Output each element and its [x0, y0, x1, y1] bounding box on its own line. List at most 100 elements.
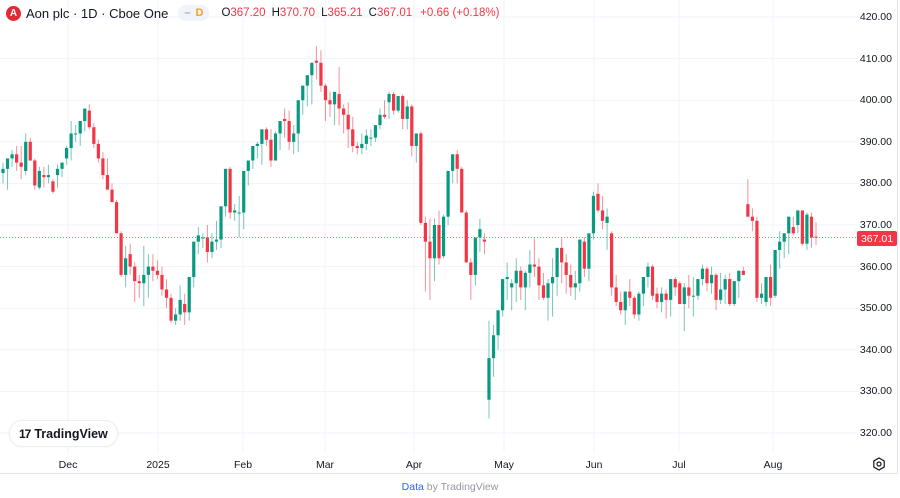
candle [541, 272, 546, 300]
candlestick-plot[interactable] [0, 0, 860, 474]
symbol-title[interactable]: Aon plc · 1D · Cboe One [26, 5, 169, 21]
candle [178, 285, 182, 321]
price-tick: 370.00 [859, 219, 892, 231]
candle [619, 291, 623, 315]
open-label: O [221, 7, 231, 19]
price-tick: 420.00 [859, 11, 892, 23]
candle [519, 266, 523, 300]
candle [782, 233, 786, 259]
candle [423, 216, 427, 292]
candle [623, 291, 627, 325]
candle [664, 289, 668, 319]
attribution-footer: Data by TradingView [0, 481, 900, 493]
candle [83, 108, 87, 132]
candle [92, 123, 96, 149]
candle [114, 200, 119, 234]
time-tick: 2025 [146, 459, 170, 471]
candle [33, 158, 37, 190]
candle [537, 258, 541, 300]
candle [451, 154, 455, 184]
candle [523, 270, 527, 311]
symbol-legend: A Aon plc · 1D · Cboe One – D O367.20 H3… [6, 4, 499, 22]
candle [473, 237, 477, 286]
candle [233, 204, 237, 221]
candle [560, 237, 564, 284]
candle [246, 160, 250, 186]
candle [569, 264, 573, 296]
candle [809, 212, 814, 248]
candle [201, 233, 205, 248]
candle [728, 272, 732, 307]
candle [346, 102, 350, 149]
candle [223, 168, 228, 217]
candle [260, 129, 264, 165]
price-tick: 400.00 [859, 94, 892, 106]
open-value: 367.20 [230, 7, 266, 19]
candle [55, 164, 60, 188]
candle [732, 281, 736, 307]
candle [478, 218, 482, 253]
candle [382, 100, 387, 119]
tradingview-logo[interactable]: 17 TradingView [9, 420, 118, 447]
candle [205, 225, 209, 263]
candle [15, 145, 19, 171]
candle [555, 247, 559, 296]
price-change: +0.66 (+0.18%) [420, 7, 500, 19]
candle [169, 293, 173, 323]
candle [292, 125, 296, 155]
candle [142, 245, 146, 307]
price-tick: 350.00 [859, 302, 892, 314]
candle [796, 210, 800, 234]
candle [464, 210, 468, 263]
candle [578, 239, 582, 292]
data-link[interactable]: Data [401, 481, 424, 493]
candle [19, 145, 23, 180]
candle [10, 150, 14, 167]
candle [768, 264, 773, 307]
candle [87, 104, 91, 130]
candle [632, 295, 636, 319]
candle [546, 279, 550, 321]
candle [505, 262, 509, 300]
close-value: 367.01 [376, 7, 413, 19]
low-value: 365.21 [327, 7, 363, 19]
time-tick: Apr [405, 459, 423, 471]
candle [137, 274, 141, 298]
candle [637, 291, 641, 321]
candle [1, 162, 5, 184]
candle [378, 108, 382, 130]
candle [805, 212, 809, 250]
candle [101, 152, 105, 180]
settings-gear-icon[interactable] [872, 457, 886, 471]
candle [351, 116, 355, 153]
candle [800, 210, 804, 246]
candle [160, 266, 164, 296]
candle [564, 254, 568, 294]
candle [128, 243, 132, 275]
last-price-tag: 367.01 [857, 231, 897, 246]
time-tick: Aug [763, 459, 783, 471]
candle [296, 100, 300, 153]
time-tick: Dec [58, 459, 78, 471]
candle [405, 100, 409, 130]
candle [759, 283, 764, 305]
candle [628, 279, 632, 307]
candle [151, 254, 155, 282]
candle [242, 170, 246, 230]
candle [51, 179, 55, 194]
close-label: C [368, 7, 377, 19]
candle [719, 272, 723, 305]
candle [705, 266, 709, 292]
candle [323, 83, 328, 121]
candle [373, 125, 378, 142]
candle [528, 249, 532, 288]
candle [587, 233, 591, 282]
candle [610, 231, 614, 296]
candle [646, 262, 650, 288]
candle [305, 75, 309, 107]
candle [228, 166, 232, 219]
candle [501, 279, 505, 317]
candle [605, 208, 609, 250]
market-status-badge[interactable]: – D [178, 5, 210, 21]
candle [273, 131, 278, 161]
